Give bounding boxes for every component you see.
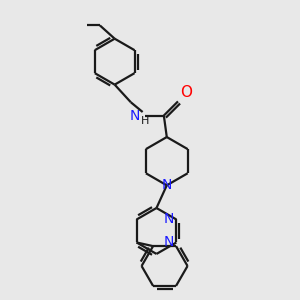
- Text: N: N: [130, 109, 140, 122]
- Text: H: H: [140, 116, 149, 126]
- Text: O: O: [180, 85, 192, 100]
- Text: N: N: [164, 236, 174, 250]
- Text: N: N: [164, 212, 174, 226]
- Text: N: N: [162, 178, 172, 192]
